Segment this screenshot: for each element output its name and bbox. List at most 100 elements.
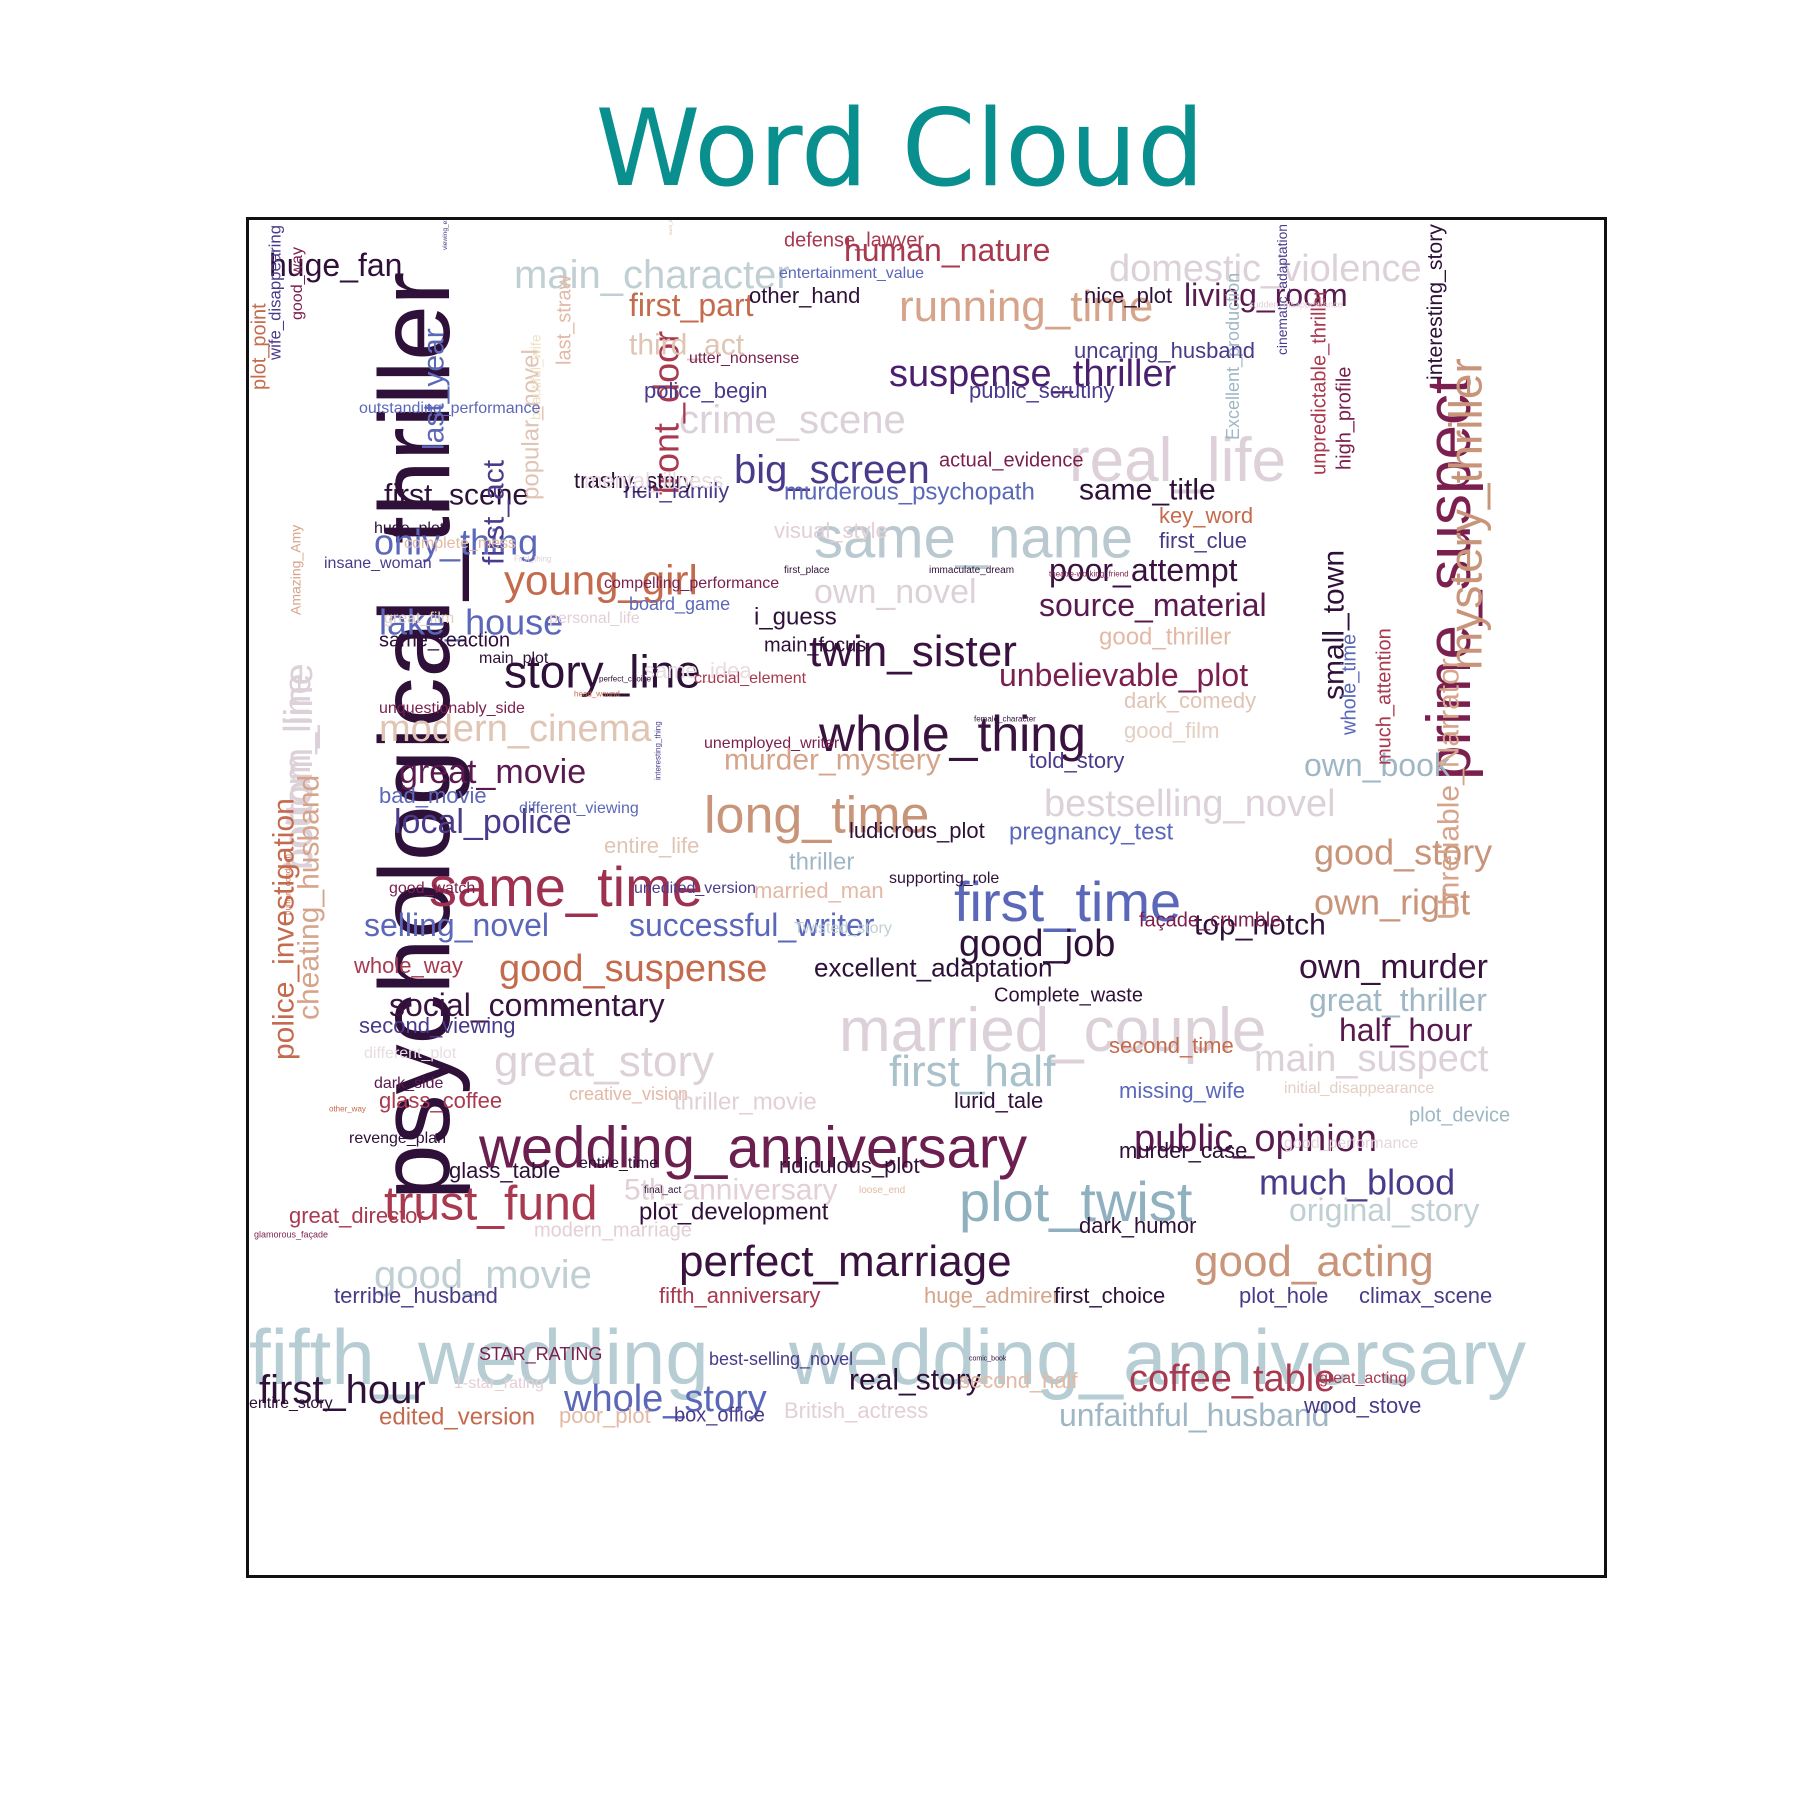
word-local-police: local_police [394, 803, 572, 841]
word-initial-disappearance: initial_disappearance [1284, 1080, 1434, 1097]
word-first-part: first_part [629, 287, 754, 323]
word-twisted-story: Twisted_story [794, 920, 892, 937]
word-first-thing: First_thing [514, 555, 551, 564]
word-supporting-role: supporting_role [889, 870, 999, 887]
word-story-line: story_line [504, 646, 701, 698]
word-same-idea: same_idea [644, 658, 752, 683]
word-good-film: good_film [1124, 718, 1219, 743]
word-compelling-performance: compelling_performance [604, 575, 779, 592]
word-police-investigation: police_investigation [268, 798, 301, 1060]
word-unpredictable-thriller: unpredictable_thriller [1308, 289, 1330, 475]
word-psychological-thriller: psychological_thriller [359, 272, 471, 1200]
word-first-place: first_place [784, 565, 830, 576]
word-glass-table: glass_table [449, 1158, 560, 1183]
word-defense-lawyer: defense_lawyer [784, 229, 924, 251]
word-mystery-thriller: mystery_thriller [1440, 358, 1492, 670]
word-source-material: source_material [1039, 587, 1267, 623]
word-good-movie: good_movie [374, 1253, 592, 1297]
word-great-film: great_film [384, 610, 454, 627]
word-unbelievable-plot: unbelievable_plot [999, 657, 1248, 693]
word-own-right: own_right [1314, 882, 1470, 923]
word-female-character: female_character [974, 715, 1036, 724]
word-excellent-production: Excellent_production [1223, 273, 1244, 440]
word-unedited-version: unedited_version [634, 880, 756, 897]
word-ludicrous-plot: ludicrous_plot [849, 818, 985, 843]
word-thriller-movie: thriller_movie [674, 1089, 817, 1116]
word-poor-attempt: poor_attempt [1049, 552, 1238, 588]
word-good-watch: good_watch [389, 880, 475, 897]
word-missing-wife: missing_wife [1119, 1078, 1245, 1103]
word-huge-admirer: huge_admirer [924, 1283, 1060, 1308]
word-half-hour: half_hour [1339, 1012, 1473, 1048]
word-twin-sister: twin_sister [809, 627, 1017, 676]
word-trashy-story: trashy_story [574, 468, 694, 493]
word-own-novel: own_novel [814, 573, 977, 611]
word-nice-plot: nice_plot [1084, 283, 1172, 308]
word-modern-cinema: modern_cinema [379, 708, 652, 750]
word-head-wound: head_wound [574, 690, 620, 699]
word-huge-fan: huge_fan [269, 247, 402, 283]
word-dark-comedy: dark_comedy [1124, 688, 1256, 713]
word-creative-vision: creative_vision [569, 1084, 688, 1105]
word-wedding-anniversary: wedding_anniversary [788, 1313, 1526, 1401]
word-ridiculous-plot: ridiculous_plot [779, 1153, 920, 1178]
word-murder-case: murder_case [1119, 1138, 1247, 1163]
word-immaculate-dream: immaculate_dream [929, 565, 1014, 576]
word-first-clue: first_clue [1159, 528, 1247, 553]
word-utter-nonsense: utter_nonsense [689, 350, 799, 367]
word-public-opinion: public_opinion [1134, 1118, 1377, 1160]
word-real-life: real_life [1069, 426, 1286, 495]
word-public-scrutiny: public_scrutiny [969, 378, 1115, 403]
word-loose-end: loose_end [859, 1185, 905, 1196]
word-married-couple: married_couple [839, 996, 1266, 1065]
word-entire-story: entire_story [249, 1395, 333, 1412]
word-good-thriller: good_thriller [1099, 624, 1231, 651]
word-told-story: told_story [1029, 748, 1124, 773]
word-murder-mystery: murder_mystery [724, 744, 941, 777]
word-good-way: good_way [289, 247, 306, 320]
word-first-time: first_time [954, 870, 1181, 933]
word-cinematic-adaptation: cinematic_adaptation [1274, 224, 1290, 355]
word-entire-time: entire_time [579, 1155, 658, 1172]
word-mental-illness: mental_illness [584, 468, 723, 493]
word-different-viewing: different_viewing [519, 800, 639, 817]
word-beautiful-wife: beautiful_wife [527, 334, 543, 420]
word-whole-story: whole_story [563, 1378, 767, 1420]
word-social-commentary: social_commentary [389, 987, 665, 1023]
word-good-story: good_story [1314, 832, 1492, 873]
word-much-blood: much_blood [1259, 1162, 1455, 1203]
word-excellent-adaptation: excellent_adaptation [814, 952, 1053, 982]
word-dark-humor: dark_humor [1079, 1213, 1196, 1238]
word-main-suspect: main_suspect [1254, 1038, 1489, 1080]
word-pregnancy-test: pregnancy_test [1009, 819, 1173, 846]
word-good-acting: good_acting [1194, 1237, 1434, 1286]
word-whole-thing: whole_thing [818, 706, 1086, 762]
word-british-actress: British_actress [784, 1398, 928, 1423]
word-theatre-working-friend: theatre-working_friend [1049, 570, 1129, 579]
word-own-book: own_book [1304, 747, 1451, 783]
word-great-director: great_director [289, 1203, 425, 1228]
word-revenge-plan: revenge_plan [349, 1130, 446, 1147]
word-interesting-story: interesting_story [1423, 224, 1447, 380]
word-modern-marriage: modern_marriage [534, 1219, 692, 1241]
word-viewing-experience: viewing_experience [442, 220, 449, 250]
word-good-suspense: good_suspense [499, 948, 767, 990]
word-cloud: psychological_thriller fifth_wedding weddi… [249, 220, 1604, 1575]
word-key-word: key_word [1159, 503, 1253, 528]
word-same-title: same_title [1079, 474, 1216, 507]
word-first-half: first_half [889, 1047, 1056, 1096]
word-whole-way: whole_way [353, 953, 463, 978]
word-unfaithful-husband: unfaithful_husband [1059, 1397, 1329, 1433]
word-running-time: running_time [899, 282, 1153, 331]
word-lake-house: lake_house [379, 602, 563, 643]
word-terrible-husband: terrible_husband [334, 1283, 498, 1308]
word-popular-novel: popular_novel [518, 349, 545, 500]
word-outstanding-performance: outstanding_performance [359, 400, 541, 417]
word-climax-scene: climax_scene [1359, 1283, 1492, 1308]
word-first-act: first_act [478, 459, 511, 565]
word-unemployed-writer: unemployed_writer [704, 735, 840, 752]
word-real-story: real_story [849, 1364, 981, 1397]
word-top-notch: top_notch [1194, 909, 1326, 942]
word-huge-plot: huge_plot [374, 520, 445, 537]
word-first-hour: first_hour [259, 1368, 426, 1412]
